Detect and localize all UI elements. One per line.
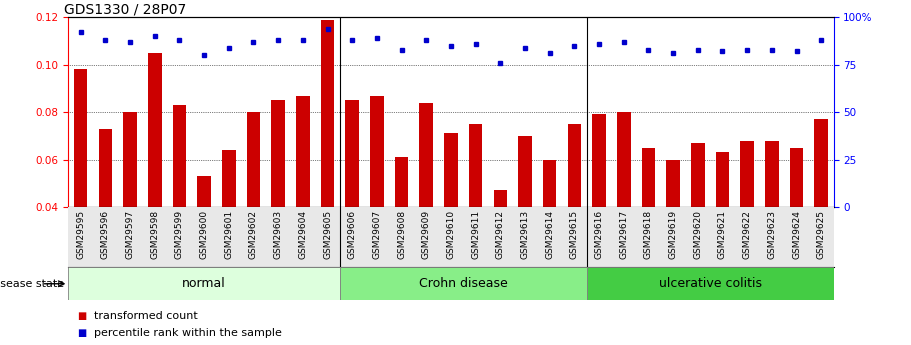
Bar — [271, 100, 285, 207]
Bar — [741, 141, 754, 207]
Text: ■: ■ — [77, 311, 87, 321]
Text: GSM29609: GSM29609 — [422, 210, 431, 259]
Text: Crohn disease: Crohn disease — [419, 277, 507, 290]
Bar — [543, 159, 557, 207]
Text: GSM29615: GSM29615 — [570, 210, 578, 259]
Text: GSM29612: GSM29612 — [496, 210, 505, 259]
Text: GSM29604: GSM29604 — [298, 210, 307, 259]
Text: disease state: disease state — [0, 279, 64, 289]
Text: GSM29620: GSM29620 — [693, 210, 702, 259]
Text: GDS1330 / 28P07: GDS1330 / 28P07 — [65, 2, 187, 16]
Bar — [394, 157, 408, 207]
Text: GSM29595: GSM29595 — [77, 210, 85, 259]
Text: GSM29624: GSM29624 — [792, 210, 801, 259]
Text: GSM29598: GSM29598 — [150, 210, 159, 259]
Text: transformed count: transformed count — [94, 311, 198, 321]
Bar — [370, 96, 384, 207]
Bar — [641, 148, 655, 207]
Text: percentile rank within the sample: percentile rank within the sample — [94, 328, 281, 338]
Bar — [123, 112, 137, 207]
Text: GSM29601: GSM29601 — [224, 210, 233, 259]
Text: GSM29605: GSM29605 — [323, 210, 332, 259]
Text: GSM29617: GSM29617 — [619, 210, 629, 259]
Text: GSM29618: GSM29618 — [644, 210, 653, 259]
Text: GSM29614: GSM29614 — [545, 210, 554, 259]
Text: GSM29623: GSM29623 — [767, 210, 776, 259]
Text: GSM29600: GSM29600 — [200, 210, 209, 259]
FancyBboxPatch shape — [587, 267, 834, 300]
Bar — [172, 105, 186, 207]
Bar — [247, 112, 261, 207]
Text: GSM29610: GSM29610 — [446, 210, 456, 259]
Bar — [198, 176, 210, 207]
Bar — [98, 129, 112, 207]
Text: GSM29608: GSM29608 — [397, 210, 406, 259]
Bar — [691, 143, 704, 207]
Text: GSM29597: GSM29597 — [126, 210, 135, 259]
FancyBboxPatch shape — [340, 267, 587, 300]
Bar — [814, 119, 828, 207]
FancyBboxPatch shape — [68, 267, 340, 300]
Text: GSM29606: GSM29606 — [348, 210, 357, 259]
Text: GSM29599: GSM29599 — [175, 210, 184, 259]
Bar — [148, 53, 161, 207]
Text: ulcerative colitis: ulcerative colitis — [659, 277, 762, 290]
Bar — [790, 148, 804, 207]
Text: GSM29619: GSM29619 — [669, 210, 678, 259]
Text: GSM29602: GSM29602 — [249, 210, 258, 259]
Bar — [666, 159, 680, 207]
Bar — [765, 141, 779, 207]
Text: GSM29621: GSM29621 — [718, 210, 727, 259]
Bar — [494, 190, 507, 207]
Bar — [296, 96, 310, 207]
Bar — [222, 150, 236, 207]
Text: GSM29596: GSM29596 — [101, 210, 110, 259]
Text: GSM29625: GSM29625 — [817, 210, 825, 259]
Bar — [568, 124, 581, 207]
Bar — [617, 112, 630, 207]
Bar — [469, 124, 483, 207]
Text: normal: normal — [182, 277, 226, 290]
Text: GSM29603: GSM29603 — [273, 210, 282, 259]
Text: GSM29616: GSM29616 — [595, 210, 604, 259]
Text: GSM29607: GSM29607 — [373, 210, 382, 259]
Bar — [592, 115, 606, 207]
Text: GSM29613: GSM29613 — [520, 210, 529, 259]
Text: GSM29611: GSM29611 — [471, 210, 480, 259]
Bar — [345, 100, 359, 207]
Bar — [74, 69, 87, 207]
Bar — [716, 152, 730, 207]
Bar — [321, 20, 334, 207]
Bar — [419, 103, 433, 207]
Text: ■: ■ — [77, 328, 87, 338]
Bar — [445, 134, 457, 207]
Text: GSM29622: GSM29622 — [742, 210, 752, 259]
Bar — [518, 136, 532, 207]
